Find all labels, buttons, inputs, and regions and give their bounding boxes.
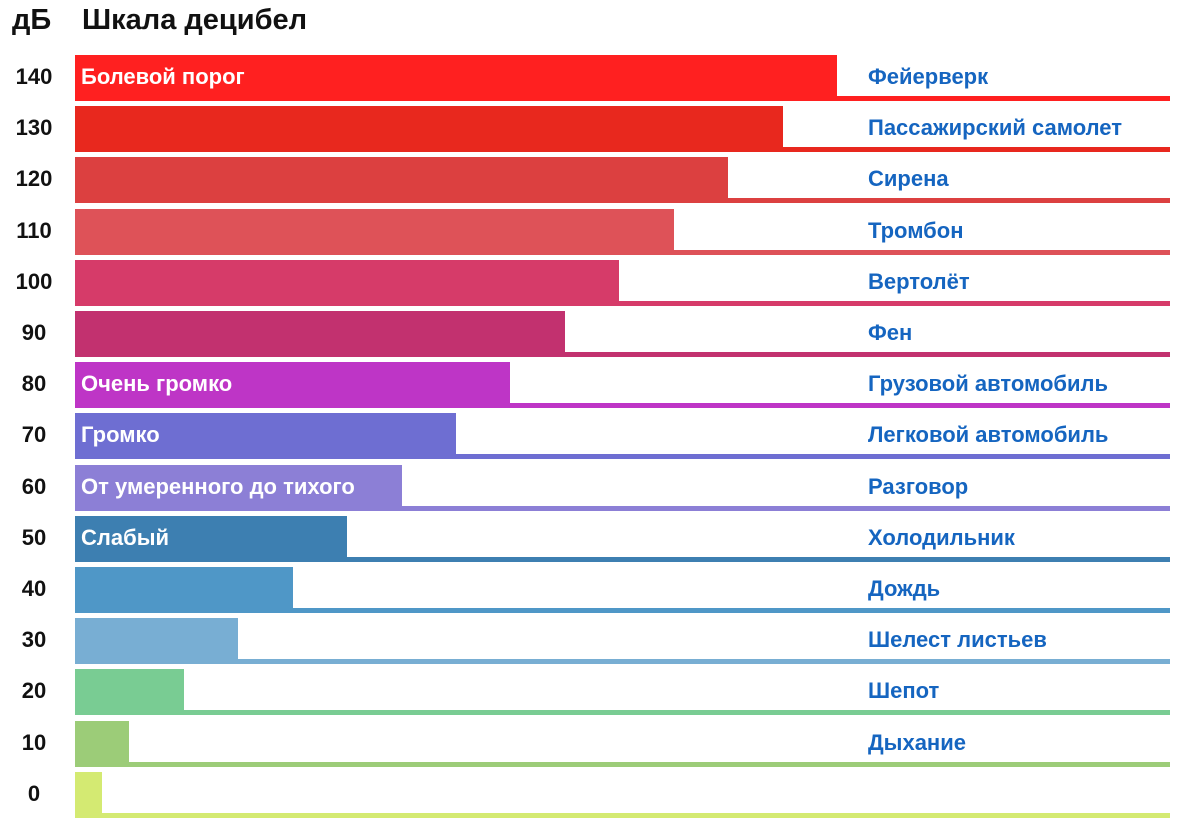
db-tick-label: 100: [15, 268, 53, 294]
bar: [75, 567, 293, 611]
sound-example-label: Дождь: [868, 576, 941, 601]
db-tick-label: 40: [21, 576, 47, 601]
sound-example-label: Шелест листьев: [868, 627, 1047, 653]
sound-example-label: Легковой автомобиль: [868, 422, 1109, 448]
db-tick-label: 30: [21, 627, 47, 653]
sound-example-label: Фейерверк: [868, 64, 989, 89]
bar: [75, 208, 674, 253]
sound-example-label: Шепот: [868, 678, 940, 704]
row-underline: [75, 352, 1170, 357]
sound-example-label: Фен: [868, 320, 913, 345]
bar-category-label: Слабый: [81, 524, 169, 550]
db-tick-label: 140: [15, 64, 53, 89]
sound-example-label: Грузовой автомобиль: [868, 371, 1109, 397]
bar-category-label: От умеренного до тихого: [81, 473, 355, 499]
row-underline: [75, 556, 1170, 562]
bar-category-label: Болевой порог: [81, 64, 245, 89]
bar: [75, 618, 238, 663]
bar: [75, 771, 102, 816]
db-tick-label: 80: [21, 371, 47, 397]
sound-example-label: Разговор: [868, 473, 969, 499]
bar: [75, 669, 184, 714]
row-underline: [75, 300, 1170, 306]
db-tick-label: 90: [21, 320, 47, 345]
bar: [75, 362, 510, 407]
bar: [75, 311, 565, 355]
sound-example-label: Холодильник: [868, 524, 1015, 550]
db-tick-label: 20: [21, 678, 47, 704]
sound-example-label: Пассажирский самолет: [868, 115, 1123, 141]
unit-label: дБ: [12, 4, 52, 36]
bar: [75, 464, 402, 509]
bar: [75, 720, 129, 765]
bar: [75, 515, 347, 560]
db-tick-label: 110: [16, 217, 52, 243]
sound-example-label: Тромбон: [868, 217, 964, 243]
db-tick-label: 130: [15, 115, 53, 141]
chart-title: Шкала децибел: [82, 4, 308, 36]
row-underline: [75, 608, 1170, 613]
row-underline: [75, 505, 1170, 511]
bar: [75, 157, 728, 202]
bar: [75, 259, 619, 304]
sound-example-label: Дыхание: [868, 729, 966, 755]
sound-example-label: Сирена: [868, 166, 949, 192]
bar-category-label: Громко: [81, 422, 160, 448]
bar-category-label: Очень громко: [81, 371, 233, 397]
row-underline: [75, 710, 1170, 716]
bar: [75, 106, 783, 151]
sound-example-label: Вертолёт: [868, 268, 970, 294]
bar: [75, 413, 456, 458]
db-tick-label: 10: [21, 729, 47, 755]
row-underline: [75, 403, 1170, 409]
row-underline: [75, 761, 1170, 767]
db-tick-label: 70: [21, 422, 47, 448]
db-tick-label: 0: [27, 780, 41, 806]
row-underline: [75, 812, 1170, 818]
row-underline: [75, 454, 1170, 460]
db-tick-label: 50: [21, 524, 47, 550]
bar: [75, 55, 837, 99]
db-tick-label: 120: [15, 166, 53, 192]
db-tick-label: 60: [21, 473, 47, 499]
row-underline: [75, 659, 1170, 665]
